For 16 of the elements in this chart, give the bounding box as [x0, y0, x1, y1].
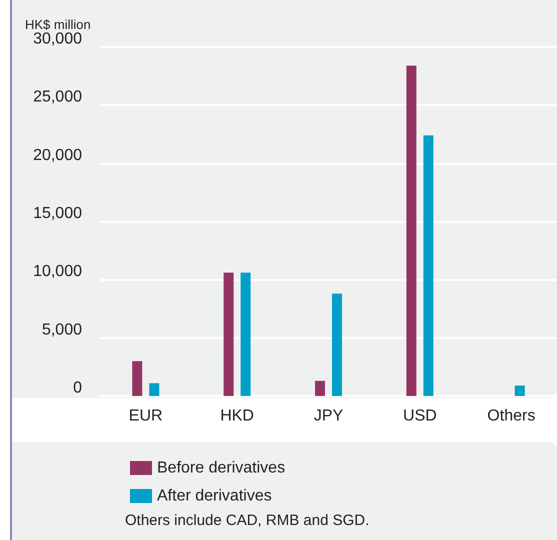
y-axis-title: HK$ million: [25, 17, 91, 32]
y-tick-label: 20,000: [33, 146, 82, 164]
x-tick-label: JPY: [314, 408, 344, 424]
y-tick-label: 0: [73, 380, 82, 396]
x-tick-label: EUR: [128, 408, 163, 424]
text: Others include CAD, RMB and SGD.: [125, 512, 370, 529]
x-tick-label: HKD: [220, 408, 254, 424]
x-tick-label: USD: [403, 408, 437, 424]
x-tick-label: Others: [487, 408, 536, 424]
legend-label: Before derivatives: [157, 460, 286, 476]
y-tick-label: 30,000: [33, 30, 82, 48]
y-tick-label: 25,000: [33, 88, 82, 106]
y-tick-label: 5,000: [42, 321, 82, 338]
y-tick-label: 15,000: [33, 205, 82, 222]
y-tick-label: 10,000: [33, 263, 82, 280]
legend-label: After derivatives: [157, 488, 272, 504]
